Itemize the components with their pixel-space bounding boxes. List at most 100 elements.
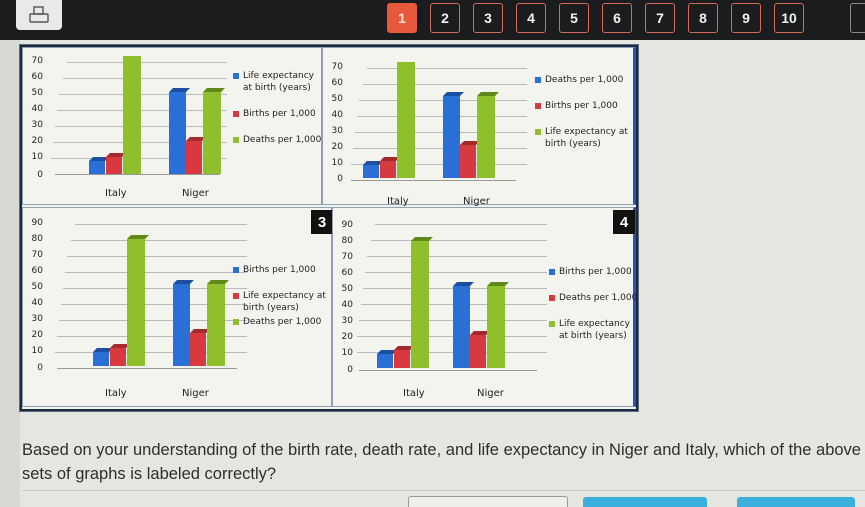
legend-item: Life expectancy at birth (years): [535, 126, 635, 150]
legend-swatch: [233, 267, 239, 273]
bar-italy-series3: [411, 237, 433, 368]
page-button-5[interactable]: 5: [559, 3, 589, 33]
gridline: [375, 224, 547, 225]
page-button-4[interactable]: 4: [516, 3, 546, 33]
bar-italy-series2: [106, 153, 126, 174]
gridline: [75, 224, 247, 225]
x-label-italy: Italy: [105, 388, 127, 399]
y-tick: 20: [31, 136, 43, 146]
question-text: Based on your understanding of the birth…: [22, 441, 861, 483]
y-tick: 70: [31, 56, 43, 66]
bar-niger-series2: [470, 331, 490, 368]
answer-button-outline[interactable]: [408, 496, 568, 507]
page-button-1[interactable]: 1: [387, 3, 417, 33]
legend-swatch: [535, 103, 541, 109]
y-tick: 40: [31, 104, 43, 114]
bar-niger-series1: [453, 282, 474, 368]
legend-label: Births per 1,000: [243, 109, 316, 119]
next-button[interactable]: [583, 497, 707, 507]
x-label-niger: Niger: [463, 196, 490, 207]
legend-item: Births per 1,000: [233, 108, 323, 120]
gridline: [367, 256, 547, 257]
legend-3: Births per 1,000 Life expectancy at birt…: [233, 264, 331, 342]
legend-4: Births per 1,000 Deaths per 1,000 Life e…: [549, 266, 639, 356]
printer-icon: [29, 6, 49, 23]
gridline: [61, 304, 247, 305]
legend-item: Deaths per 1,000: [233, 316, 331, 328]
y-tick: 90: [341, 220, 353, 230]
legend-swatch: [535, 77, 541, 83]
gridline: [57, 336, 247, 337]
y-tick: 10: [31, 152, 43, 162]
legend-label: Births per 1,000: [559, 267, 632, 277]
graph-panel-2: 70 60 50 40 30 20 10 0 Italy: [322, 47, 636, 207]
y-tick: 60: [331, 78, 343, 88]
y-tick: 10: [341, 348, 353, 358]
x-label-italy: Italy: [387, 196, 409, 207]
page-button-2[interactable]: 2: [430, 3, 460, 33]
gridline: [367, 68, 527, 69]
bar-italy-series1: [377, 350, 397, 368]
bar-italy-series2: [380, 157, 400, 178]
bar-italy-series3: [127, 235, 149, 366]
gridline: [67, 256, 247, 257]
page-button-9[interactable]: 9: [731, 3, 761, 33]
legend-swatch: [233, 137, 239, 143]
page-button-next-partial[interactable]: [850, 3, 865, 33]
y-tick: 30: [31, 120, 43, 130]
graph-panel-4: 4 90 80 70 60 50 40 30 20 10 0: [332, 207, 639, 407]
page-button-3[interactable]: 3: [473, 3, 503, 33]
legend-item: Deaths per 1,000: [233, 134, 323, 146]
y-tick: 20: [31, 330, 43, 340]
legend-label: Life expectancy at birth (years): [243, 291, 326, 313]
page-button-6[interactable]: 6: [602, 3, 632, 33]
y-tick: 70: [341, 252, 353, 262]
panel-number-4: 4: [613, 210, 635, 234]
print-button[interactable]: [16, 0, 62, 30]
gridline: [67, 62, 227, 63]
x-label-italy: Italy: [105, 188, 127, 199]
answer-divider: [22, 490, 865, 491]
y-tick: 10: [331, 158, 343, 168]
bar-niger-series2: [460, 141, 480, 178]
y-tick: 0: [347, 365, 353, 375]
legend-label: Deaths per 1,000: [243, 317, 322, 327]
y-tick: 60: [341, 268, 353, 278]
y-tick: 10: [31, 346, 43, 356]
legend-label: Deaths per 1,000: [559, 293, 638, 303]
legend-swatch: [549, 295, 555, 301]
gridline: [63, 288, 247, 289]
chart-floor: [55, 174, 220, 175]
bar-niger-series3: [477, 92, 499, 178]
legend-label: Births per 1,000: [243, 265, 316, 275]
legend-label: Deaths per 1,000: [545, 75, 624, 85]
legend-swatch: [233, 293, 239, 299]
y-tick: 30: [31, 314, 43, 324]
bar-niger-series2: [190, 329, 210, 366]
bar-niger-series3: [207, 280, 229, 366]
submit-button[interactable]: [737, 497, 855, 507]
bar-niger-series3: [487, 282, 509, 368]
y-tick: 40: [31, 298, 43, 308]
y-tick: 60: [31, 266, 43, 276]
legend-1: Life expectancy at birth (years) Births …: [233, 70, 323, 160]
gridline: [357, 336, 547, 337]
page-button-8[interactable]: 8: [688, 3, 718, 33]
page-button-10[interactable]: 10: [774, 3, 804, 33]
graph-panel-1: 70 60 50 40 30 20 10 0 Italy: [22, 47, 322, 205]
legend-label: Life expectancy at birth (years): [545, 127, 628, 149]
legend-swatch: [535, 129, 541, 135]
legend-2: Deaths per 1,000 Births per 1,000 Life e…: [535, 74, 635, 164]
gridline: [353, 148, 527, 149]
legend-swatch: [233, 111, 239, 117]
y-tick: 70: [31, 250, 43, 260]
chart-floor: [57, 368, 237, 369]
y-tick: 30: [341, 316, 353, 326]
panel-number-3: 3: [311, 210, 333, 234]
y-tick: 70: [331, 62, 343, 72]
y-tick: 80: [341, 236, 353, 246]
page-button-7[interactable]: 7: [645, 3, 675, 33]
x-label-niger: Niger: [477, 388, 504, 399]
bar-italy-series1: [363, 161, 383, 178]
legend-label: Life expectancy at birth (years): [243, 71, 315, 93]
